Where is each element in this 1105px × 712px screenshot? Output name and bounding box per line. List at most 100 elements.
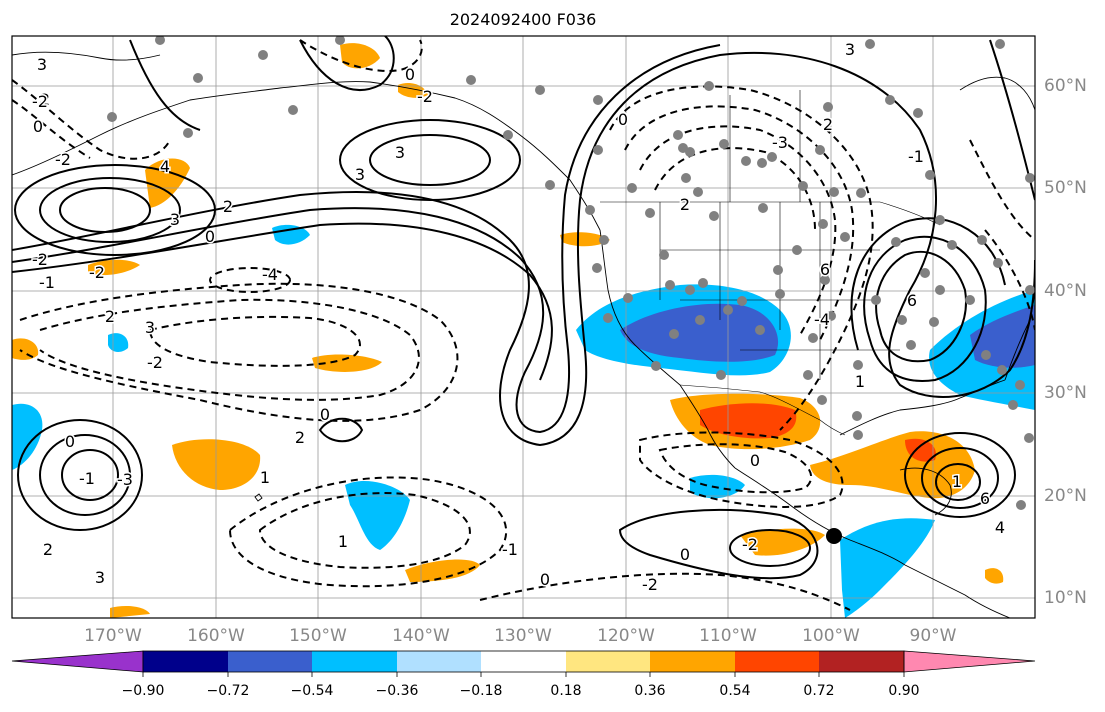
contour-east-dash — [984, 229, 1035, 331]
colorbar-tick-label: 0.36 — [634, 683, 666, 699]
colorbar-tick-label: −0.90 — [121, 683, 165, 699]
positive-region-west-pacific — [88, 259, 140, 276]
contour-label: 0 — [320, 405, 330, 424]
lon-label: 150°W — [289, 626, 347, 646]
contour-label: 1 — [260, 468, 270, 487]
contour-high-central-pacific — [17, 419, 143, 531]
contour-label: -2 — [32, 92, 48, 111]
contour-label: 2 — [105, 307, 115, 326]
coast-mexico-west — [734, 467, 906, 566]
contour-label: 2 — [615, 17, 625, 36]
contour-label: 0 — [680, 545, 690, 564]
colorbar-tick-label: 0.54 — [719, 683, 751, 699]
contour-label: 2 — [295, 428, 305, 447]
coast-hawaii — [254, 493, 263, 502]
contour-label: 2 — [43, 540, 53, 559]
contour-label: 1 — [855, 372, 865, 391]
contour-label: -2 — [55, 150, 71, 169]
contour-high-central-pacific-2 — [39, 434, 131, 516]
coast-baja — [679, 384, 736, 469]
map-panel: 332-20-2 4320-1-2-223-43-20232-302-16-416… — [12, 17, 1035, 618]
coast-central-america — [904, 564, 1011, 618]
contour-east-dash-2 — [969, 139, 1035, 241]
contour-label: -2 — [32, 250, 48, 269]
contour-label: 3 — [355, 165, 365, 184]
negative-region-west-edge — [12, 403, 43, 470]
contour-label: -2 — [642, 575, 658, 594]
contour-label: 0 — [33, 117, 43, 136]
contour-high-northwest-inner — [39, 177, 181, 243]
contour-label: -4 — [814, 310, 830, 329]
contours-positive — [12, 36, 1035, 580]
contour-label: 3 — [395, 143, 405, 162]
contour-label: -3 — [117, 470, 133, 489]
contour-pacific-low-2 — [39, 298, 420, 401]
lat-label: 20°N — [1044, 486, 1087, 506]
contour-pacific-low-4 — [209, 267, 291, 293]
contour-north-dash — [12, 79, 171, 160]
marker-black — [826, 528, 842, 544]
lon-label: 90°W — [909, 626, 957, 646]
contour-label: 1 — [338, 532, 348, 551]
contour-mexico-dash — [639, 431, 844, 508]
colorbar-tick-label: 0.72 — [803, 683, 835, 699]
contour-east-trough-2 — [863, 235, 987, 382]
negative-region-mexico-south — [840, 518, 935, 618]
lat-label: 30°N — [1044, 383, 1087, 403]
contour-trough-west-us-4 — [654, 147, 816, 231]
contour-label: 0 — [405, 65, 415, 84]
contour-label: 3 — [845, 40, 855, 59]
positive-region-caribbean — [985, 568, 1004, 584]
contour-north-arc — [299, 36, 395, 91]
positive-region-southwest-edge — [110, 606, 150, 618]
negative-region-central-pacific — [345, 480, 410, 550]
contour-label: 6 — [907, 291, 917, 310]
contour-label: -1 — [502, 540, 518, 559]
lon-label: 100°W — [802, 626, 860, 646]
contours-negative — [12, 39, 1035, 611]
colorbar-segment — [735, 651, 819, 672]
colorbar-segment — [228, 651, 312, 672]
contour-north-dash-2 — [12, 99, 91, 159]
lon-label: 110°W — [699, 626, 757, 646]
lon-label: 140°W — [392, 626, 450, 646]
contour-label: 3 — [145, 318, 155, 337]
lat-label: 50°N — [1044, 178, 1087, 198]
lon-label: 160°W — [187, 626, 245, 646]
contour-jet-2 — [12, 44, 721, 434]
colorbar-tick-label: −0.72 — [206, 683, 250, 699]
colorbar-tick-label: −0.54 — [290, 683, 334, 699]
colorbar-segment — [397, 651, 481, 672]
lat-label: 40°N — [1044, 281, 1087, 301]
contour-jet-1 — [12, 51, 1035, 447]
contour-label: 0 — [65, 432, 75, 451]
contour-label: 2 — [223, 197, 233, 216]
colorbar-extend-left — [11, 650, 144, 673]
positive-region-mexico-southwest — [740, 528, 825, 556]
contour-label: 4 — [995, 518, 1005, 537]
contour-label: 2 — [680, 195, 690, 214]
colorbar — [11, 650, 1036, 677]
contour-east-trough — [875, 250, 967, 363]
contour-mexico-west-inner — [729, 529, 811, 567]
colorbar-tick-label: −0.18 — [459, 683, 503, 699]
lon-label: 130°W — [494, 626, 552, 646]
negative-region-pacific-small — [272, 224, 310, 245]
contour-east-trough-3 — [850, 217, 1006, 351]
contour-label: 0 — [540, 570, 550, 589]
lon-label: 170°W — [84, 626, 142, 646]
colorbar-segment — [312, 651, 397, 672]
contour-labels: 332-20-2 4320-1-2-223-43-20232-302-16-416… — [31, 17, 1007, 596]
positive-region-south-pacific — [405, 559, 480, 582]
positive-region-north-pacific — [145, 158, 190, 208]
colorbar-tick-label: −0.36 — [375, 683, 419, 699]
contour-high-gulf-alaska-inner — [369, 134, 491, 186]
contour-label: 0 — [205, 227, 215, 246]
contour-label: 6 — [980, 489, 990, 508]
contour-trough-west-us-2 — [624, 105, 855, 341]
contour-label: -1 — [908, 147, 924, 166]
contour-label: -2 — [417, 87, 433, 106]
contour-mexico-west — [618, 509, 819, 580]
contour-label: 1 — [952, 472, 962, 491]
contour-label: 3 — [37, 55, 47, 74]
